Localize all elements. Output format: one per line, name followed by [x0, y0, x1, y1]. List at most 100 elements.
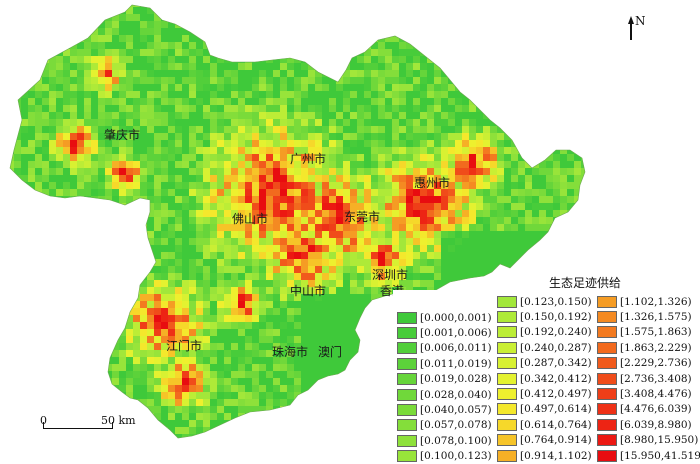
legend-swatch — [397, 327, 417, 340]
legend-swatch — [497, 403, 517, 416]
legend-swatch — [397, 342, 417, 355]
legend-label: [1.863,2.229) — [620, 341, 692, 354]
legend-swatch — [597, 449, 617, 462]
legend-swatch — [597, 326, 617, 339]
scale-end-label: 50 km — [101, 414, 136, 427]
city-label-macau: 澳门 — [318, 345, 343, 359]
legend-item: [0.057,0.078) — [397, 418, 492, 433]
legend-swatch — [597, 418, 617, 431]
legend-label: [1.102,1.326) — [620, 295, 692, 308]
city-label-zhuhai: 珠海市 — [272, 345, 309, 359]
city-label-zhongshan: 中山市 — [290, 284, 327, 298]
legend-swatch — [597, 388, 617, 401]
legend-title: 生态足迹供给 — [549, 276, 622, 290]
legend-item: [0.192,0.240) — [497, 325, 592, 340]
legend-item: [2.229,2.736) — [597, 356, 700, 371]
city-label-zhaoqing: 肇庆市 — [104, 128, 141, 142]
legend-label: [0.342,0.412) — [520, 372, 592, 385]
legend-item: [0.028,0.040) — [397, 387, 492, 402]
legend-item: [4.476,6.039) — [597, 402, 700, 417]
legend-swatch — [497, 418, 517, 431]
legend-item: [1.863,2.229) — [597, 340, 700, 355]
legend-item: [0.150,0.192) — [497, 309, 592, 324]
legend-swatch — [397, 373, 417, 386]
legend-swatch — [597, 434, 617, 447]
legend-swatch — [497, 357, 517, 370]
legend-swatch — [497, 372, 517, 385]
region-outline — [9, 4, 586, 439]
legend-label: [2.229,2.736) — [620, 357, 692, 370]
legend-column-1: [0.000,0.001) [0.001,0.006) [0.006,0.011) [… — [397, 310, 492, 464]
legend-swatch — [497, 388, 517, 401]
legend-item: [0.001,0.006) — [397, 325, 492, 340]
legend-item: [0.412,0.497) — [497, 386, 592, 401]
legend-label: [0.078,0.100) — [420, 434, 492, 447]
legend-item: [0.100,0.123) — [397, 449, 492, 464]
north-arrow: N — [623, 12, 649, 42]
legend-item: [3.408,4.476) — [597, 386, 700, 401]
legend-label: [0.497,0.614) — [520, 403, 592, 416]
legend-swatch — [397, 357, 417, 370]
legend-item: [1.102,1.326) — [597, 294, 700, 309]
city-label-guangzhou: 广州市 — [290, 152, 327, 166]
legend-swatch — [597, 295, 617, 308]
legend-item: [0.287,0.342) — [497, 356, 592, 371]
north-letter: N — [635, 14, 646, 28]
legend-swatch — [597, 372, 617, 385]
legend-label: [0.192,0.240) — [520, 326, 592, 339]
legend-swatch — [397, 404, 417, 417]
legend-item: [0.000,0.001) — [397, 310, 492, 325]
legend-label: [8.980,15.950) — [620, 434, 699, 447]
legend-item: [0.497,0.614) — [497, 402, 592, 417]
legend-item: [0.019,0.028) — [397, 372, 492, 387]
legend-item: [15.950,41.519] — [597, 448, 700, 463]
legend-label: [1.326,1.575) — [620, 311, 692, 324]
legend-item: [0.614,0.764) — [497, 417, 592, 432]
legend-label: [4.476,6.039) — [620, 403, 692, 416]
legend-label: [6.039,8.980) — [620, 418, 692, 431]
legend-label: [0.614,0.764) — [520, 418, 592, 431]
legend-label: [2.736,3.408) — [620, 372, 692, 385]
legend-swatch — [597, 403, 617, 416]
legend-label: [0.287,0.342) — [520, 357, 592, 370]
legend-label: [0.412,0.497) — [520, 388, 592, 401]
city-label-jiangmen: 江门市 — [166, 339, 203, 353]
legend-swatch — [497, 434, 517, 447]
legend-swatch — [497, 295, 517, 308]
legend-item: [0.078,0.100) — [397, 433, 492, 448]
legend-label: [0.240,0.287) — [520, 341, 592, 354]
legend-item: [0.006,0.011) — [397, 341, 492, 356]
legend-label: [0.764,0.914) — [520, 434, 592, 447]
legend-label: [0.006,0.011) — [420, 342, 492, 355]
legend-swatch — [397, 388, 417, 401]
legend-label: [0.001,0.006) — [420, 327, 492, 340]
legend-column-2: [0.123,0.150) [0.150,0.192) [0.192,0.240) [… — [497, 294, 592, 463]
legend-label: [0.100,0.123) — [420, 450, 492, 463]
legend-swatch — [397, 419, 417, 432]
city-label-shenzhen: 深圳市 — [372, 268, 409, 282]
scale-tick-right — [112, 422, 113, 429]
legend-swatch — [497, 341, 517, 354]
legend-swatch — [397, 434, 417, 447]
legend-label: [0.019,0.028) — [420, 373, 492, 386]
legend-item: [0.342,0.412) — [497, 371, 592, 386]
legend-swatch — [397, 311, 417, 324]
scale-line — [43, 428, 113, 429]
legend: [0.000,0.001) [0.001,0.006) [0.006,0.011) [… — [393, 290, 700, 463]
legend-swatch — [497, 326, 517, 339]
legend-label: [0.028,0.040) — [420, 388, 492, 401]
legend-column-3: [1.102,1.326) [1.326,1.575) [1.575,1.863) [… — [597, 294, 700, 463]
legend-swatch — [597, 357, 617, 370]
legend-item: [6.039,8.980) — [597, 417, 700, 432]
legend-item: [8.980,15.950) — [597, 433, 700, 448]
north-arrow-stem — [630, 22, 632, 40]
legend-item: [0.240,0.287) — [497, 340, 592, 355]
legend-label: [15.950,41.519] — [620, 449, 700, 462]
city-label-foshan: 佛山市 — [232, 212, 269, 226]
legend-item: [0.914,1.102) — [497, 448, 592, 463]
scale-zero-label: 0 — [40, 414, 47, 427]
north-arrow-icon — [628, 16, 634, 24]
legend-swatch — [497, 311, 517, 324]
legend-label: [3.408,4.476) — [620, 388, 692, 401]
legend-label: [0.123,0.150) — [520, 295, 592, 308]
